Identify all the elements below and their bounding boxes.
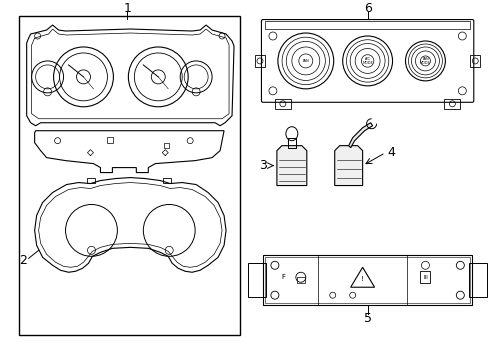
- Bar: [287, 138, 295, 148]
- Bar: [469, 55, 479, 67]
- Bar: [274, 99, 290, 109]
- Bar: [107, 137, 113, 143]
- Bar: [468, 263, 486, 297]
- Text: F: F: [280, 274, 285, 280]
- Bar: [254, 55, 264, 67]
- Text: 3: 3: [259, 159, 266, 172]
- Text: 1: 1: [123, 1, 131, 15]
- Bar: [444, 99, 459, 109]
- Bar: [264, 21, 469, 29]
- Polygon shape: [348, 123, 372, 148]
- Text: !: !: [361, 276, 364, 282]
- Text: 4: 4: [387, 146, 395, 159]
- Bar: [296, 277, 304, 283]
- Text: 2: 2: [19, 254, 26, 267]
- Text: FAN: FAN: [302, 59, 308, 63]
- Text: 5: 5: [363, 312, 371, 325]
- Text: A/C
MODE: A/C MODE: [362, 57, 372, 65]
- Text: III: III: [422, 275, 427, 280]
- Bar: [247, 263, 265, 297]
- Bar: [164, 143, 169, 148]
- Bar: [19, 16, 240, 335]
- Bar: [420, 271, 429, 283]
- Bar: [263, 255, 471, 305]
- Bar: [264, 257, 469, 303]
- Text: FAN
MODE: FAN MODE: [419, 57, 430, 65]
- Polygon shape: [334, 146, 362, 185]
- Text: 6: 6: [363, 1, 371, 15]
- Polygon shape: [276, 146, 306, 185]
- Bar: [163, 177, 171, 183]
- Bar: [87, 177, 95, 183]
